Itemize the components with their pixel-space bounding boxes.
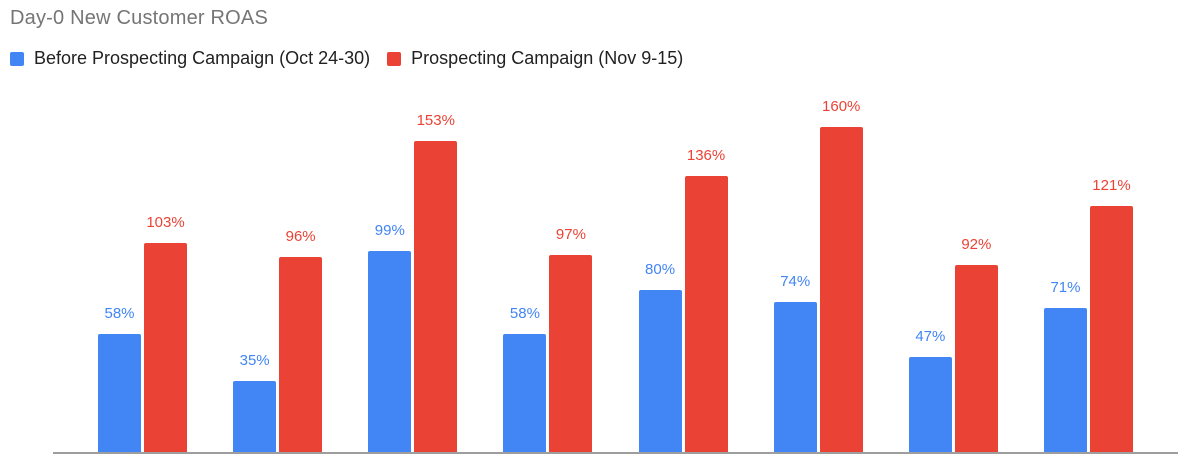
- bar-column-prospecting: 103%: [144, 215, 187, 452]
- bar-column-prospecting: 160%: [819, 98, 863, 452]
- legend-swatch-blue: [10, 51, 24, 66]
- x-axis-line: [53, 452, 1178, 454]
- bar-group: 35% 96%: [233, 228, 323, 452]
- bar-before: [1043, 308, 1087, 452]
- bar-value-label-prospecting: 136%: [686, 147, 726, 164]
- legend-label-before-campaign: Before Prospecting Campaign (Oct 24-30): [34, 48, 371, 68]
- bar-before: [368, 251, 412, 452]
- bar-value-label-before: 99%: [374, 222, 405, 239]
- bar-column-before: 47%: [908, 328, 952, 452]
- bar-column-before: 35%: [233, 352, 277, 452]
- bar-group: 71% 121%: [1043, 177, 1133, 452]
- bar-value-label-before: 58%: [104, 305, 135, 322]
- bar-group: 58% 103%: [98, 215, 187, 452]
- bar-column-before: 74%: [773, 273, 817, 452]
- bar-value-label-prospecting: 103%: [146, 214, 185, 231]
- bar-value-label-prospecting: 121%: [1092, 177, 1131, 194]
- bar-column-before: 58%: [503, 305, 547, 452]
- bar-value-label-before: 80%: [645, 261, 676, 278]
- legend-item-before-campaign: Before Prospecting Campaign (Oct 24-30): [10, 48, 370, 69]
- legend-item-prospecting-campaign: Prospecting Campaign (Nov 9-15): [387, 48, 683, 69]
- bar-value-label-before: 58%: [509, 305, 540, 322]
- bar-group: 99% 153%: [368, 112, 458, 452]
- bar-prospecting: [684, 176, 728, 452]
- bar-column-prospecting: 136%: [684, 147, 728, 452]
- bar-prospecting: [549, 255, 593, 452]
- bar-group: 58% 97%: [503, 226, 593, 452]
- bar-value-label-before: 47%: [915, 328, 946, 345]
- bar-before: [233, 381, 277, 452]
- legend-swatch-red: [387, 51, 402, 66]
- bar-value-label-before: 35%: [239, 352, 270, 369]
- bar-group: 47% 92%: [908, 236, 998, 452]
- bar-value-label-prospecting: 92%: [961, 236, 992, 253]
- bar-prospecting: [279, 257, 323, 452]
- bar-group: 80% 136%: [638, 147, 728, 452]
- bar-column-before: 99%: [368, 222, 412, 452]
- bar-column-before: 71%: [1043, 279, 1087, 452]
- bar-value-label-prospecting: 96%: [285, 228, 316, 245]
- bar-prospecting: [1089, 206, 1133, 452]
- bar-prospecting: [819, 127, 863, 452]
- bar-column-prospecting: 92%: [954, 236, 998, 452]
- plot-area: 58% 103% 35% 96% 99% 153% 58% 97% 80% 136% 74% 160%…: [53, 96, 1178, 454]
- bar-column-prospecting: 97%: [549, 226, 593, 452]
- bar-column-prospecting: 96%: [279, 228, 323, 452]
- chart-title: Day-0 New Customer ROAS: [10, 7, 268, 29]
- bar-before: [773, 302, 817, 452]
- bar-column-prospecting: 153%: [414, 112, 458, 452]
- bar-before: [638, 290, 682, 452]
- bar-before: [908, 357, 952, 452]
- bar-column-prospecting: 121%: [1089, 177, 1133, 452]
- bar-before: [98, 334, 141, 452]
- bar-column-before: 80%: [638, 261, 682, 452]
- bar-prospecting: [414, 141, 458, 452]
- bar-value-label-before: 74%: [780, 273, 811, 290]
- bar-column-before: 58%: [98, 306, 141, 452]
- bar-prospecting: [144, 243, 187, 452]
- bar-value-label-prospecting: 97%: [555, 226, 586, 243]
- bar-value-label-before: 71%: [1050, 279, 1081, 296]
- bar-value-label-prospecting: 153%: [416, 112, 455, 129]
- bar-before: [503, 334, 547, 452]
- bar-group: 74% 160%: [773, 98, 863, 452]
- bar-prospecting: [954, 265, 998, 452]
- legend-label-prospecting-campaign: Prospecting Campaign (Nov 9-15): [411, 48, 684, 68]
- chart-legend: Before Prospecting Campaign (Oct 24-30) …: [10, 48, 683, 69]
- bar-value-label-prospecting: 160%: [822, 98, 861, 115]
- bar-groups: 58% 103% 35% 96% 99% 153% 58% 97% 80% 136% 74% 160%…: [53, 96, 1178, 452]
